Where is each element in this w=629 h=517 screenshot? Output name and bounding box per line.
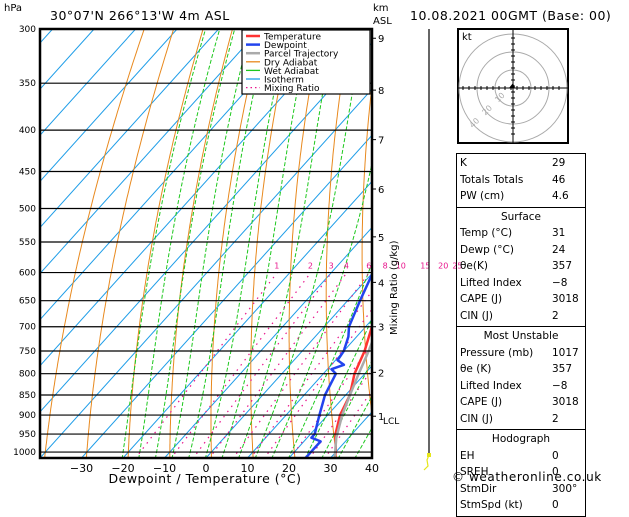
index-row-pw: PW (cm)4.6 xyxy=(457,188,585,205)
pressure-tick-label: 350 xyxy=(19,79,36,89)
mixing-ratio-label: 20 xyxy=(438,262,448,271)
pressure-tick-label: 300 xyxy=(19,25,36,35)
km-tick-label: 8 xyxy=(378,86,384,97)
mu-row: θe (K)357 xyxy=(457,361,585,378)
mixing-ratio-label: 4 xyxy=(344,262,349,271)
km-tick-label: 2 xyxy=(378,368,384,379)
km-tick-label: 3 xyxy=(378,323,384,334)
hodograph-unit-label: kt xyxy=(462,32,472,43)
pressure-tick-label: 500 xyxy=(19,205,36,215)
pressure-tick-label: 450 xyxy=(19,167,36,177)
pressure-tick-label: 700 xyxy=(19,323,36,333)
surface-wind-marker xyxy=(427,453,431,457)
pressure-tick-label: 800 xyxy=(19,370,36,380)
km-tick-label: 4 xyxy=(378,278,384,289)
dry-adiabat-line xyxy=(86,23,175,459)
legend-entry: Mixing Ratio xyxy=(264,84,320,94)
mixing-ratio-label: 2 xyxy=(308,262,313,271)
km-tick-label: 9 xyxy=(378,34,384,45)
mixing-ratio-axis-label: Mixing Ratio (g/kg) xyxy=(389,240,400,335)
copyright-text[interactable]: © weatheronline.co.uk xyxy=(452,470,602,484)
surface-row: Dewp (°C)24 xyxy=(457,242,585,259)
surface-row: Temp (°C)31 xyxy=(457,225,585,242)
x-tick-label: −30 xyxy=(70,462,93,475)
dry-adiabat-line xyxy=(615,23,629,459)
mu-row: CAPE (J)3018 xyxy=(457,394,585,411)
most-unstable-section: Most Unstable Pressure (mb)1017 θe (K)35… xyxy=(457,326,585,429)
hodo-row: StmSpd (kt)0 xyxy=(457,497,585,514)
dry-adiabat-line xyxy=(585,23,629,459)
wet-adiabat-line xyxy=(139,23,222,459)
isotherm-line xyxy=(0,29,94,458)
mixing-ratio-label: 1 xyxy=(274,262,279,271)
pressure-tick-label: 550 xyxy=(19,238,36,248)
dry-adiabat-line xyxy=(170,23,234,459)
x-tick-label: 30 xyxy=(324,462,338,475)
surface-row: Lifted Index−8 xyxy=(457,275,585,292)
hodograph-title: Hodograph xyxy=(457,431,585,448)
pressure-tick-label: 850 xyxy=(19,391,36,401)
pressure-tick-label: 650 xyxy=(19,297,36,307)
mixing-ratio-label: 6 xyxy=(366,262,371,271)
pressure-tick-label: 750 xyxy=(19,347,36,357)
dry-adiabat-line xyxy=(397,23,420,459)
wind-profile xyxy=(424,29,431,470)
mixing-ratio-label: 3 xyxy=(329,262,334,271)
mu-row: Lifted Index−8 xyxy=(457,378,585,395)
mixing-ratio-label: 8 xyxy=(383,262,388,271)
wet-adiabat-line xyxy=(172,23,252,459)
lcl-label: LCL xyxy=(383,417,399,427)
km-tick-label: 6 xyxy=(378,185,384,196)
km-tick-label: 7 xyxy=(378,136,384,147)
mu-row: CIN (J)2 xyxy=(457,411,585,428)
km-tick-label: 5 xyxy=(378,233,384,244)
surface-row: CAPE (J)3018 xyxy=(457,291,585,308)
surface-section: Surface Temp (°C)31 Dewp (°C)24 θe(K)357… xyxy=(457,207,585,327)
pressure-tick-label: 400 xyxy=(19,126,36,136)
surface-row: CIN (J)2 xyxy=(457,308,585,325)
surface-row: θe(K)357 xyxy=(457,258,585,275)
mu-row: Pressure (mb)1017 xyxy=(457,345,585,362)
x-axis-label: Dewpoint / Temperature (°C) xyxy=(109,471,302,486)
pressure-tick-label: 1000 xyxy=(13,448,36,458)
most-unstable-title: Most Unstable xyxy=(457,328,585,345)
pressure-tick-label: 950 xyxy=(19,430,36,440)
wind-barb xyxy=(424,455,429,470)
x-tick-label: 40 xyxy=(365,462,379,475)
pressure-tick-label: 900 xyxy=(19,411,36,421)
surface-title: Surface xyxy=(457,209,585,226)
pressure-tick-label: 600 xyxy=(19,269,36,279)
wet-adiabat-line xyxy=(155,23,236,459)
isotherm-line xyxy=(0,29,11,458)
